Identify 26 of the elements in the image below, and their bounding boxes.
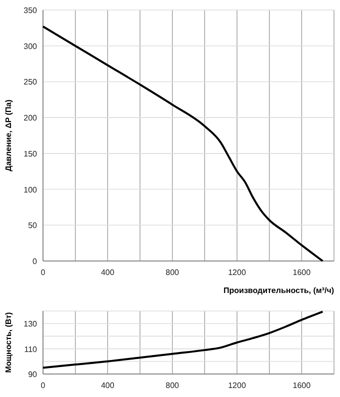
y-tick-label: 100 xyxy=(24,185,38,194)
y-tick-label: 200 xyxy=(24,114,38,123)
y-tick-label: 300 xyxy=(24,42,38,51)
y-axis-title: Мощность, (Вт) xyxy=(4,312,13,373)
x-tick-label: 400 xyxy=(100,381,115,390)
x-tick-label: 1200 xyxy=(228,381,246,390)
x-tick-label: 800 xyxy=(166,268,180,277)
y-tick-label: 350 xyxy=(24,6,38,15)
x-tick-label: 0 xyxy=(40,381,46,390)
y-tick-label: 0 xyxy=(32,257,38,266)
y-tick-label: 150 xyxy=(24,149,38,158)
y-tick-label: 50 xyxy=(28,221,38,230)
line-series xyxy=(42,310,324,369)
y-axis-title: Давление, ΔP (Па) xyxy=(4,99,13,172)
y-tick-label: 250 xyxy=(24,78,38,87)
y-tick-label: 130 xyxy=(24,320,38,329)
line-series xyxy=(42,25,324,262)
y-tick-label: 90 xyxy=(28,370,38,379)
x-axis-title: Производительность, (м³/ч) xyxy=(224,286,334,295)
x-tick-label: 1600 xyxy=(292,381,312,390)
y-tick-label: 110 xyxy=(24,344,38,354)
x-tick-label: 800 xyxy=(166,381,180,390)
x-tick-label: 400 xyxy=(100,268,115,277)
x-tick-label: 0 xyxy=(40,268,46,277)
x-tick-label: 1600 xyxy=(292,268,312,277)
x-tick-label: 1200 xyxy=(228,268,246,277)
